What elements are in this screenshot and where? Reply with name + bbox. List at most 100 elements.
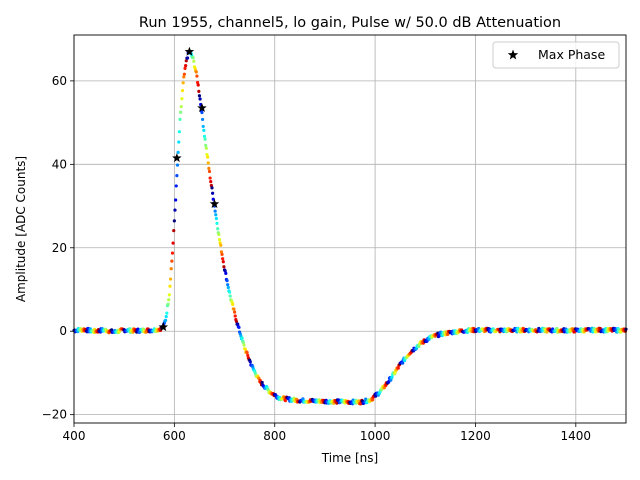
waveform-point	[335, 401, 339, 405]
waveform-point	[204, 146, 208, 150]
waveform-point	[220, 252, 224, 256]
y-tick-label: 20	[52, 241, 67, 255]
waveform-point	[177, 140, 181, 144]
waveform-point	[178, 117, 182, 121]
waveform-point	[260, 380, 264, 385]
max-phase-star	[158, 322, 169, 332]
waveform-point	[246, 353, 250, 357]
waveform-point	[243, 347, 247, 351]
waveform-point	[210, 186, 214, 190]
waveform-point	[237, 325, 241, 329]
waveform-point	[163, 318, 168, 322]
waveform-point	[359, 402, 363, 406]
y-tick-label: 60	[52, 74, 67, 88]
waveform-point	[198, 97, 202, 101]
chart-title: Run 1955, channel5, lo gain, Pulse w/ 50…	[139, 15, 561, 31]
waveform-point	[227, 290, 232, 294]
waveform-point	[211, 191, 215, 195]
waveform-point	[168, 284, 172, 288]
waveform-point	[191, 56, 195, 60]
waveform-point	[175, 163, 180, 167]
waveform-point	[248, 360, 252, 364]
waveform-point	[181, 81, 185, 85]
waveform-point	[185, 56, 190, 60]
x-tick-label: 1200	[460, 429, 491, 443]
waveform-point	[219, 250, 224, 254]
waveform-point	[207, 166, 211, 170]
waveform-point	[217, 237, 222, 242]
waveform-point	[179, 104, 183, 109]
x-axis: 400 600 800 1000 1200 1400	[63, 423, 592, 443]
waveform-point	[194, 70, 198, 74]
y-tick-label: 40	[52, 157, 67, 171]
waveform-point	[174, 198, 178, 202]
waveform-point	[240, 336, 244, 340]
legend: Max Phase	[492, 41, 620, 69]
waveform-point	[374, 394, 378, 398]
waveform-point	[211, 197, 215, 201]
waveform-point	[167, 293, 171, 297]
waveform-point	[205, 153, 209, 157]
max-phase-star	[184, 46, 195, 56]
waveform-point	[221, 257, 225, 261]
x-axis-label: Time [ns]	[321, 451, 378, 465]
waveform-point	[236, 322, 240, 326]
waveform-point	[206, 155, 210, 159]
waveform-point	[184, 59, 188, 63]
waveform-point	[241, 341, 245, 345]
waveform-point	[174, 184, 178, 188]
waveform-point	[201, 124, 205, 129]
waveform-point	[215, 221, 219, 225]
x-tick-label: 1000	[360, 429, 391, 443]
waveform-point	[216, 227, 220, 231]
waveform-point	[283, 399, 287, 403]
waveform-point	[182, 72, 186, 76]
waveform-point	[617, 327, 621, 331]
waveform-point	[217, 232, 221, 236]
waveform-point	[180, 88, 185, 93]
waveform-point	[213, 209, 217, 213]
waveform-point	[197, 94, 202, 98]
waveform-points	[72, 49, 628, 406]
waveform-point	[173, 208, 177, 212]
waveform-point	[177, 130, 181, 134]
waveform-point	[572, 330, 577, 334]
waveform-point	[370, 398, 375, 402]
waveform-point	[222, 265, 226, 269]
waveform-point	[208, 176, 212, 180]
waveform-point	[242, 343, 246, 347]
waveform-point	[231, 302, 235, 306]
waveform-point	[171, 241, 175, 245]
waveform-point	[417, 344, 421, 348]
waveform-point	[142, 327, 146, 331]
waveform-point	[170, 251, 175, 255]
waveform-point	[221, 260, 225, 264]
waveform-point	[598, 326, 602, 331]
waveform-point	[245, 350, 249, 355]
waveform-point	[192, 59, 196, 63]
waveform-point	[169, 267, 173, 271]
waveform-point	[223, 269, 227, 273]
waveform-point	[226, 285, 230, 290]
waveform-point	[166, 302, 170, 306]
waveform-point	[206, 161, 210, 165]
waveform-point	[172, 229, 176, 233]
waveform-point	[232, 307, 236, 311]
max-phase-star	[172, 153, 182, 163]
waveform-point	[179, 110, 183, 114]
x-tick-label: 600	[163, 429, 186, 443]
waveform-point	[396, 366, 400, 370]
y-axis: −20 0 20 40 60	[42, 74, 74, 422]
y-tick-label: 0	[59, 324, 67, 338]
waveform-point	[401, 361, 405, 365]
waveform-point	[167, 298, 171, 302]
legend-star-icon	[507, 49, 519, 60]
waveform-point	[172, 219, 176, 223]
max-phase-star	[197, 103, 207, 113]
max-phase-markers	[158, 46, 220, 332]
waveform-point	[169, 277, 173, 281]
waveform-point	[228, 294, 232, 298]
waveform-point	[197, 89, 201, 93]
waveform-point	[170, 259, 174, 263]
x-tick-label: 1400	[561, 429, 592, 443]
